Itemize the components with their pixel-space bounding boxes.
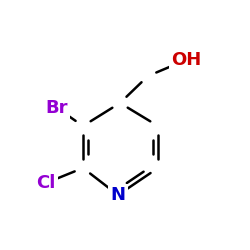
Text: OH: OH: [171, 51, 201, 69]
Text: Cl: Cl: [36, 174, 56, 192]
Text: N: N: [110, 186, 126, 204]
Text: Br: Br: [46, 99, 68, 117]
